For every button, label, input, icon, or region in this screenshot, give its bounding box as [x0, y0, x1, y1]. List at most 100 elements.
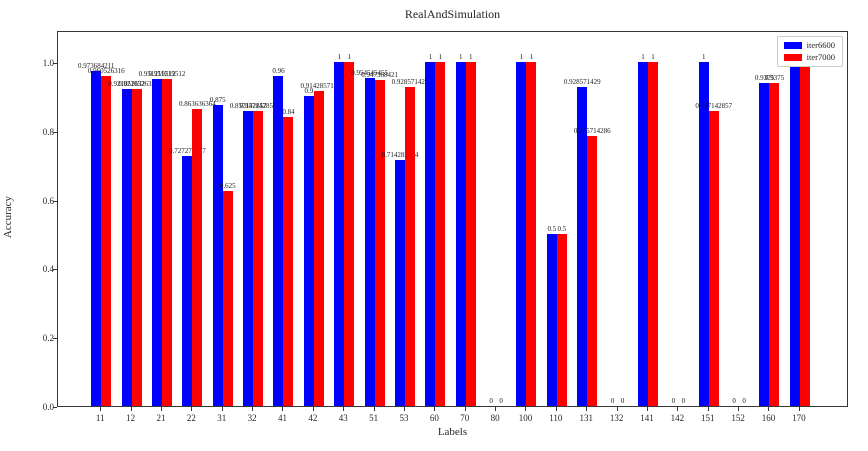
- y-axis-label: Accuracy: [2, 195, 14, 239]
- x-tick-label: 43: [338, 413, 348, 423]
- x-tick-label: 22: [186, 413, 196, 423]
- x-tick-mark: [768, 407, 770, 411]
- bar-group: 0.727272727 0.863636364: [169, 32, 216, 406]
- x-tick-label: 151: [700, 413, 715, 423]
- x-tick-label: 12: [126, 413, 136, 423]
- x-tick-mark: [160, 407, 162, 411]
- bar-value-label: 0.954545455: [351, 69, 388, 77]
- bar-value-label: 0.857142857: [239, 102, 277, 110]
- x-tick-mark: [555, 407, 557, 411]
- x-tick-mark: [252, 407, 254, 411]
- y-tick-label: 0.6: [42, 195, 54, 206]
- plot-area: iter6600 iter7000 0.973684211 0.960526316…: [57, 31, 848, 407]
- bar-value-label: 0.785714286: [573, 127, 611, 135]
- bar-iter7000-31: 0.625: [220, 182, 236, 406]
- bar-iter6600-12: 0.921052632: [108, 80, 145, 406]
- x-tick-mark: [373, 407, 375, 411]
- bar-iter7000-41: 0.84: [282, 108, 295, 406]
- x-tick-label: 70: [460, 413, 470, 423]
- bar-value-label: 0: [742, 397, 746, 405]
- bar-group: 1 0.857142857: [694, 32, 732, 406]
- x-tick-mark: [738, 407, 740, 411]
- bar-value-label: 0.947368421: [361, 71, 398, 79]
- bar-value-label: 1: [438, 53, 443, 61]
- x-tick-label: 31: [217, 413, 227, 423]
- x-tick-mark: [130, 407, 132, 411]
- legend-label-iter6600: iter6600: [806, 40, 835, 50]
- x-tick-label: 132: [609, 413, 624, 423]
- legend-swatch-iter7000: [783, 54, 802, 61]
- bar-value-label: 1: [529, 53, 534, 61]
- x-tick-mark: [282, 407, 284, 411]
- bar-iter6600-70: 1: [455, 53, 466, 406]
- bar-iter6600-53: 0.714285714: [382, 151, 418, 406]
- x-tick-label: 100: [518, 413, 533, 423]
- legend: iter6600 iter7000: [776, 36, 843, 67]
- bar-value-label: 0.857142857: [229, 102, 267, 110]
- x-tick-mark: [434, 407, 436, 411]
- bar-group: 0.857142857 0.857142857: [230, 32, 276, 406]
- bar-value-label: 1: [428, 53, 433, 61]
- bar-value-label: 0.96: [272, 67, 285, 75]
- x-tick-label: 32: [247, 413, 257, 423]
- x-tick-label: 42: [308, 413, 318, 423]
- bar-value-label: 0: [620, 397, 625, 405]
- bar-value-label: 0.928571429: [391, 78, 429, 86]
- bar-iter7000-42: 0.914285714: [300, 82, 337, 406]
- x-tick-label: 170: [792, 413, 806, 423]
- x-tick-mark: [586, 407, 588, 411]
- y-tick-label: 0.2: [42, 333, 54, 344]
- y-tick-label: 0.4: [42, 264, 54, 275]
- x-tick-mark: [191, 407, 193, 411]
- bar-group: 0.96 0.84: [268, 32, 298, 406]
- bar-group: 0.928571429 0.785714286: [564, 32, 611, 406]
- x-tick-mark: [646, 407, 648, 411]
- bar-iter7000-11: 0.960526316: [88, 67, 125, 406]
- bar-value-label: 0.857142857: [695, 102, 733, 110]
- bar-iter6600-42: 0.9: [303, 87, 314, 406]
- bar-group: 11: [785, 32, 815, 406]
- bar-value-label: 0.5: [557, 225, 567, 233]
- bar-value-label: 1: [641, 53, 645, 61]
- bar-iter6600-43: 1: [334, 53, 345, 406]
- chart-title: RealAndSimulation: [404, 7, 501, 21]
- bar-iter6600-170: 1: [789, 53, 800, 406]
- x-tick-label: 11: [95, 413, 105, 423]
- bar-value-label: 0: [489, 397, 493, 405]
- bar-value-label: 0.951219512: [148, 70, 186, 78]
- bar-value-label: 0.5: [547, 225, 557, 233]
- bar-iter7000-60: 1: [435, 53, 446, 406]
- bar-value-label: 0.951219512: [138, 70, 176, 78]
- x-tick-label: 152: [731, 413, 745, 423]
- bar-iter7000-141: 1: [647, 53, 658, 406]
- x-tick-mark: [343, 407, 345, 411]
- x-tick-mark: [616, 407, 618, 411]
- x-tick-label: 53: [399, 413, 409, 423]
- bar-value-label: 0.928571429: [563, 78, 601, 86]
- x-tick-mark: [798, 407, 800, 411]
- bar-iter7000-70: 1: [465, 53, 476, 406]
- x-tick-mark: [707, 407, 709, 411]
- bar-value-label: 0.727272727: [168, 147, 206, 155]
- bar-group: 0.875 0.625: [208, 32, 238, 406]
- bar-value-label: 0.625: [219, 182, 236, 190]
- bar-value-label: 0.9375: [754, 74, 775, 82]
- bar-value-label: 1: [651, 53, 655, 61]
- bar-value-label: 1: [701, 53, 706, 61]
- bar-iter6600-11: 0.973684211: [78, 62, 114, 406]
- bar-iter7000-21: 0.951219512: [149, 70, 185, 406]
- bar-value-label: 1: [347, 53, 351, 61]
- bar-group: 0.921052632 0.921052632: [108, 32, 155, 406]
- y-tick-mark: [53, 407, 57, 408]
- bar-iter7000-170: 1: [799, 53, 810, 406]
- bar-value-label: 0.863636364: [178, 100, 216, 108]
- x-tick-mark: [677, 407, 679, 411]
- x-tick-label: 110: [549, 413, 563, 423]
- bar-value-label: 0: [610, 397, 615, 405]
